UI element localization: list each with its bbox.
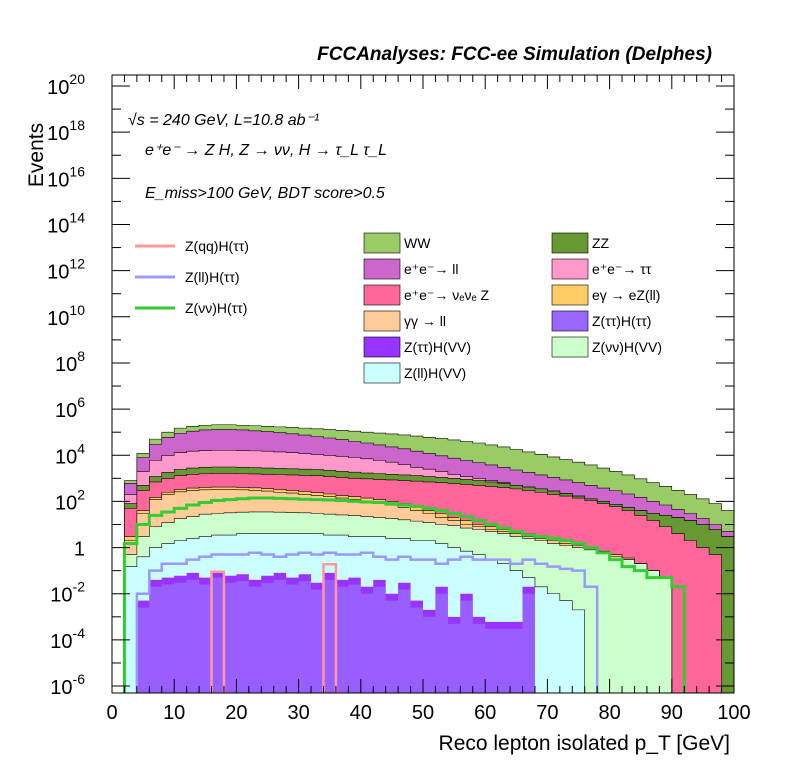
- legend-fill-swatch: [551, 310, 589, 332]
- legend-fill-swatch: [551, 336, 589, 358]
- x-axis-label: Reco lepton isolated p_T [GeV]: [439, 732, 730, 755]
- overlay-line-1: [135, 551, 599, 693]
- legend-line-label: Z(qq)H(ττ): [185, 238, 249, 254]
- y-tick-label: 104: [55, 440, 85, 468]
- y-tick-label: 1018: [47, 117, 85, 145]
- y-tick-label: 1: [74, 539, 85, 561]
- legend-fill-label: Z(ττ)H(VV): [404, 339, 471, 355]
- x-tick-label: 20: [225, 702, 247, 724]
- x-tick-label: 80: [598, 702, 620, 724]
- x-tick-label: 30: [287, 702, 309, 724]
- legend-fill-label: Z(ll)H(VV): [404, 365, 466, 381]
- legend-fill-label: Z(νν)H(VV): [592, 339, 662, 355]
- y-tick-label: 102: [55, 486, 85, 514]
- x-tick-label: 40: [350, 702, 372, 724]
- x-tick-label: 0: [106, 702, 117, 724]
- x-tick-label: 10: [163, 702, 185, 724]
- y-tick-label: 1020: [47, 71, 85, 99]
- legend-fill-swatch: [551, 258, 589, 280]
- y-tick-label: 1014: [47, 209, 85, 237]
- y-tick-label: 10-6: [50, 671, 85, 699]
- legend-fill-swatch: [363, 232, 401, 254]
- overlay-line-2: [122, 496, 686, 693]
- y-tick-label: 1016: [47, 163, 85, 191]
- legend-fill-swatch: [363, 284, 401, 306]
- y-axis-label: Events: [25, 123, 48, 187]
- signal-overlays: [122, 496, 686, 693]
- stacked-histograms: [124, 424, 734, 693]
- annotation-process: e⁺e⁻ → Z H, Z → νν, H → τ_L τ_L: [145, 142, 387, 159]
- axes: 0 10 20 30 40 50 60 70 80 90 100102010181016101410…: [47, 71, 751, 724]
- annotation-energy-lumi: √s = 240 GeV, L=10.8 ab⁻¹: [128, 112, 319, 129]
- legend-fill-label: e⁺e⁻→ ll: [404, 261, 458, 277]
- legend-fill-label: WW: [404, 235, 431, 251]
- legend-fill-label: ZZ: [592, 235, 610, 251]
- y-tick-label: 10-4: [50, 625, 85, 653]
- annotation-selection: E_miss>100 GeV, BDT score>0.5: [145, 185, 385, 202]
- y-tick-label: 10-2: [50, 579, 85, 607]
- x-tick-label: 50: [412, 702, 434, 724]
- legend-line-label: Z(νν)H(ττ): [185, 300, 247, 316]
- legend-fill-label: γγ → ll: [404, 313, 446, 329]
- legend-fill-label: eγ → eZ(ll): [592, 287, 660, 303]
- y-tick-label: 1012: [47, 256, 85, 284]
- legend-fill-label: e⁺e⁻→ ττ: [592, 261, 652, 277]
- x-tick-label: 70: [536, 702, 558, 724]
- legend-line-label: Z(ll)H(ττ): [185, 269, 240, 285]
- legend-fill-swatch: [363, 336, 401, 358]
- legend-fill-swatch: [363, 310, 401, 332]
- y-tick-label: 106: [55, 394, 85, 422]
- legend-fill-swatch: [551, 232, 589, 254]
- x-tick-label: 100: [717, 702, 750, 724]
- legend-fill-label: e⁺e⁻→ νₑνₑ Z: [404, 287, 490, 303]
- x-tick-label: 90: [661, 702, 683, 724]
- overlay-line-0: [210, 562, 338, 693]
- legend-fill-swatch: [551, 284, 589, 306]
- legend-fill-swatch: [363, 362, 401, 384]
- y-tick-label: 1010: [47, 302, 85, 330]
- chart-title: FCCAnalyses: FCC-ee Simulation (Delphes): [317, 44, 712, 65]
- legend: Z(qq)H(ττ) Z(ll)H(ττ) Z(νν)H(ττ) WW ZZ e⁺e⁻→ …: [135, 232, 662, 384]
- legend-fill-label: Z(ττ)H(ττ): [592, 313, 651, 329]
- x-tick-label: 60: [474, 702, 496, 724]
- y-tick-label: 108: [55, 348, 85, 376]
- legend-fill-swatch: [363, 258, 401, 280]
